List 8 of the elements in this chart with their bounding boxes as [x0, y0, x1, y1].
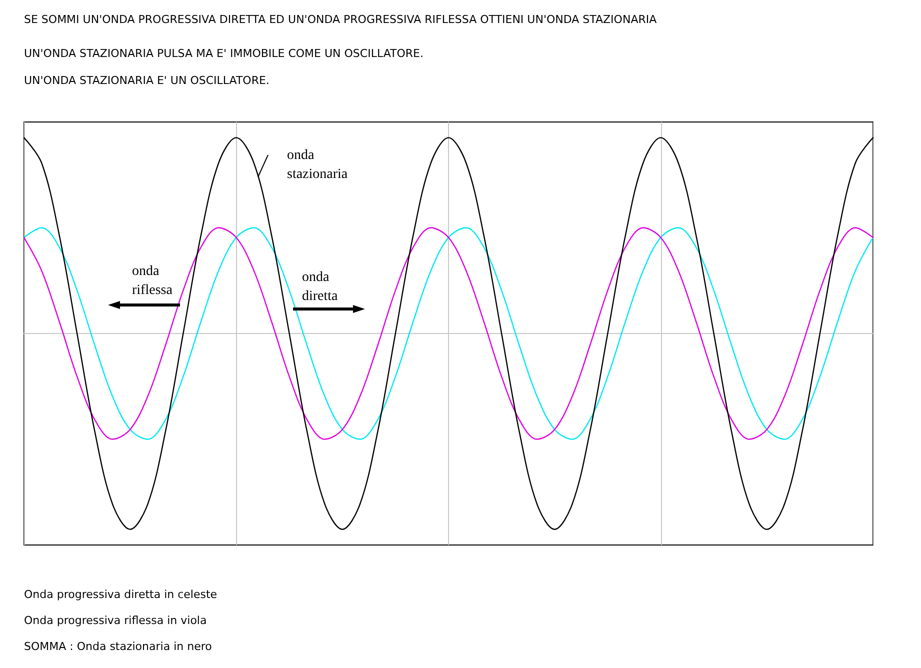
text: UN'ONDA STAZIONARIA PULSA MA E' IMMOBILE COME UN OSCILLATORE. UN'ONDA STAZIONARIA E' UN OSCILLATORE.: [24, 47, 424, 87]
series-label: onda riflessa: [132, 264, 174, 298]
text: Onda progressiva diretta in celeste: [24, 588, 218, 601]
series-label: onda diretta: [302, 270, 339, 304]
text: Onda progressiva riflessa in viola: [24, 614, 207, 627]
legend-label: onda stazionaria: [287, 148, 348, 182]
chart-title: SE SOMMI UN'ONDA PROGRESSIVA DIRETTA ED UN'ONDA PROGRESSIVA RIFLESSA OTTIENI UN'ONDA STAZIONARIA: [24, 13, 658, 26]
text: SOMMA : Onda stazionaria in nero: [24, 640, 212, 653]
